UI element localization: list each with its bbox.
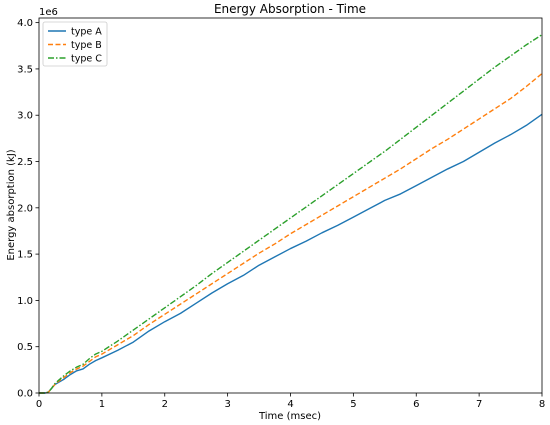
y-axis-label: Energy absorption (kJ) bbox=[6, 149, 17, 260]
y-tick-label: 0.0 bbox=[17, 389, 33, 400]
legend-entry: type B bbox=[71, 40, 102, 51]
chart-title: Energy Absorption - Time bbox=[214, 2, 366, 16]
x-axis-ticks: 0 1 2 3 4 5 6 7 8 bbox=[36, 393, 545, 410]
y-tick-label: 3.5 bbox=[17, 64, 33, 75]
x-tick-label: 3 bbox=[224, 399, 230, 410]
y-tick-label: 2.5 bbox=[17, 157, 33, 168]
legend-box bbox=[42, 21, 108, 67]
legend: type A type B type C bbox=[42, 21, 108, 67]
y-tick-label: 2.0 bbox=[17, 203, 33, 214]
x-tick-label: 4 bbox=[287, 399, 293, 410]
plot-lines bbox=[39, 34, 543, 394]
x-tick-label: 6 bbox=[413, 399, 419, 410]
y-tick-label: 1.0 bbox=[17, 296, 33, 307]
series-line-type-a bbox=[39, 113, 543, 394]
y-tick-label: 3.0 bbox=[17, 111, 33, 122]
y-axis-offset-label: 1e6 bbox=[39, 7, 58, 18]
y-tick-label: 1.5 bbox=[17, 250, 33, 261]
legend-entry: type A bbox=[71, 27, 102, 38]
legend-entry: type C bbox=[71, 54, 102, 65]
x-axis-label: Time (msec) bbox=[258, 411, 321, 422]
y-tick-label: 0.5 bbox=[17, 342, 33, 353]
x-tick-label: 0 bbox=[36, 399, 42, 410]
series-line-type-b bbox=[39, 73, 543, 394]
x-tick-label: 1 bbox=[99, 399, 105, 410]
plot-frame bbox=[38, 17, 543, 394]
y-axis-ticks: 0.0 0.5 1.0 1.5 2.0 2.5 3.0 3.5 4.0 bbox=[17, 18, 39, 400]
x-tick-label: 7 bbox=[476, 399, 482, 410]
series-line-type-c bbox=[39, 34, 543, 394]
x-tick-label: 8 bbox=[539, 399, 545, 410]
x-tick-label: 2 bbox=[162, 399, 168, 410]
x-tick-label: 5 bbox=[350, 399, 356, 410]
y-tick-label: 4.0 bbox=[17, 18, 33, 29]
